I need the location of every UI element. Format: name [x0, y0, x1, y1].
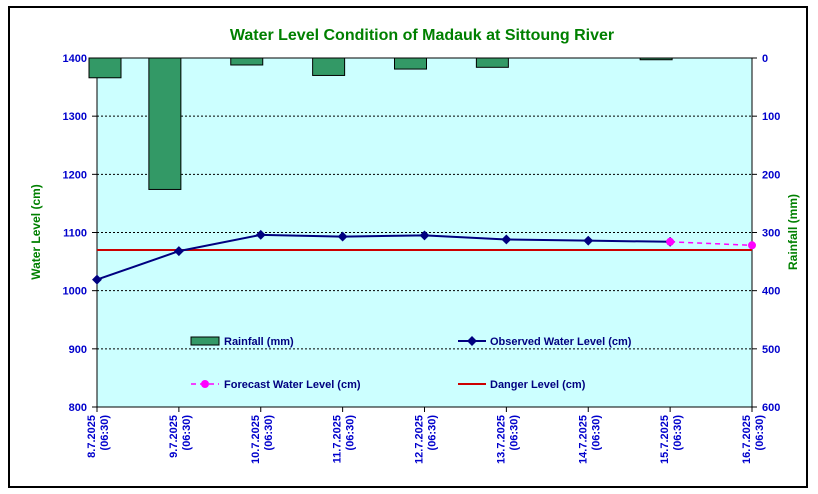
- x-tick-time: (06:30): [508, 415, 520, 451]
- y-tick-label: 1300: [63, 111, 87, 123]
- y-tick-label: 800: [69, 402, 87, 414]
- forecast-level-line: [670, 241, 753, 247]
- y-tick-label: 1400: [63, 53, 87, 65]
- legend-forecast-label: Forecast Water Level (cm): [224, 379, 361, 391]
- right-axis: 0 100 200 300 400 500 600: [752, 53, 780, 414]
- x-tick-time: (06:30): [181, 415, 193, 451]
- legend-forecast-marker: [201, 380, 209, 388]
- y2-tick-label: 100: [762, 111, 780, 123]
- x-tick-date: 8.7.2025: [86, 415, 98, 458]
- rainfall-bar: [230, 57, 264, 66]
- y-tick-label: 1000: [63, 286, 87, 298]
- legend: Rainfall (mm) Observed Water Level (cm) Fo…: [190, 336, 632, 391]
- x-tick-label: 11.7.2025 (06:30): [332, 415, 357, 464]
- x-tick-time: (06:30): [263, 415, 275, 451]
- x-tick-time: (06:30): [672, 415, 684, 451]
- legend-rainfall-swatch: [190, 336, 220, 346]
- rainfall-bar: [394, 57, 427, 70]
- x-tick-date: 12.7.2025: [414, 415, 426, 464]
- x-tick-time: (06:30): [754, 415, 766, 451]
- observed-level-point: [583, 235, 594, 246]
- rainfall-bar: [312, 57, 346, 76]
- rainfall-bar: [639, 57, 673, 61]
- observed-level-line: [96, 233, 671, 281]
- x-tick-date: 10.7.2025: [250, 415, 262, 464]
- x-tick-label: 9.7.2025 (06:30): [168, 415, 193, 458]
- y2-tick-label: 300: [762, 228, 780, 240]
- observed-level-point: [419, 230, 430, 241]
- x-tick-label: 16.7.2025 (06:30): [741, 415, 766, 464]
- x-tick-label: 15.7.2025 (06:30): [659, 415, 684, 464]
- y-axis-label: Water Level (cm): [29, 184, 43, 280]
- series-lines: [92, 229, 756, 285]
- y2-tick-label: 600: [762, 402, 780, 414]
- x-tick-time: (06:30): [345, 415, 357, 451]
- y-tick-label: 1200: [63, 169, 87, 181]
- legend-observed-label: Observed Water Level (cm): [490, 336, 632, 348]
- forecast-level-point: [666, 237, 675, 246]
- x-tick-label: 10.7.2025 (06:30): [250, 415, 275, 464]
- observed-level-point: [337, 231, 348, 242]
- legend-rainfall-label: Rainfall (mm): [224, 336, 294, 348]
- y2-tick-label: 200: [762, 169, 780, 181]
- rainfall-bar: [148, 57, 182, 190]
- x-tick-label: 13.7.2025 (06:30): [495, 415, 520, 464]
- x-tick-label: 12.7.2025 (06:30): [414, 415, 439, 464]
- observed-level-point: [255, 229, 266, 240]
- left-axis: 800 900 1000 1100 1200 1300 1400: [63, 53, 97, 414]
- rainfall-bar: [475, 57, 509, 68]
- x-tick-time: (06:30): [99, 415, 111, 451]
- x-tick-date: 14.7.2025: [577, 415, 589, 464]
- y2-axis-label: Rainfall (mm): [786, 194, 800, 270]
- y2-tick-label: 500: [762, 344, 780, 356]
- rainfall-bars: [88, 57, 673, 190]
- observed-level-point: [173, 246, 184, 257]
- x-tick-time: (06:30): [427, 415, 439, 451]
- observed-level-point: [501, 234, 512, 245]
- x-tick-date: 15.7.2025: [659, 415, 671, 464]
- rainfall-bar: [88, 57, 122, 79]
- y-tick-label: 900: [69, 344, 87, 356]
- x-tick-time: (06:30): [590, 415, 602, 451]
- x-tick-label: 14.7.2025 (06:30): [577, 415, 602, 464]
- x-tick-date: 13.7.2025: [495, 415, 507, 464]
- y-tick-label: 1100: [63, 228, 87, 240]
- x-tick-date: 9.7.2025: [168, 415, 180, 458]
- y2-tick-label: 400: [762, 286, 780, 298]
- x-tick-label: 8.7.2025 (06:30): [86, 415, 111, 458]
- x-tick-date: 16.7.2025: [741, 415, 753, 464]
- chart-title: Water Level Condition of Madauk at Sitto…: [230, 27, 614, 44]
- y2-tick-label: 0: [762, 53, 768, 65]
- x-axis: 8.7.2025 (06:30) 9.7.2025 (06:30) 10.7.2025(…: [86, 407, 766, 464]
- x-tick-date: 11.7.2025: [332, 415, 344, 463]
- legend-danger-label: Danger Level (cm): [490, 379, 586, 391]
- legend-observed-marker: [467, 336, 477, 346]
- forecast-level-point: [748, 241, 756, 250]
